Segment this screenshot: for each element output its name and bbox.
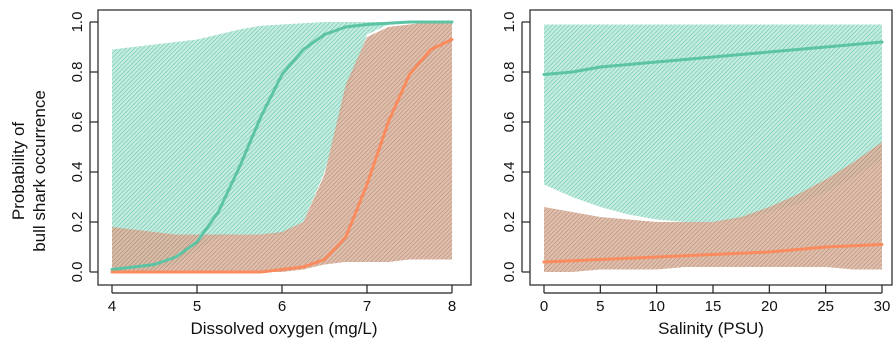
x-tick-label: 20 xyxy=(761,298,778,315)
y-tick-label: 0.8 xyxy=(69,62,86,83)
x-tick-label: 4 xyxy=(108,298,116,315)
y-tick-label: 0.6 xyxy=(501,112,518,133)
x-tick-label: 8 xyxy=(448,298,456,315)
x-axis-title: Salinity (PSU) xyxy=(658,319,764,338)
orange-confidence-band xyxy=(112,22,452,272)
y-tick-label: 0.0 xyxy=(501,262,518,283)
x-tick-label: 25 xyxy=(817,298,834,315)
salinity-panel: 0 5 10 15 20 25 30 0.0 0.2 0.4 0.6 0.8 1.0 Salinity… xyxy=(501,9,893,338)
x-tick-label: 15 xyxy=(705,298,722,315)
orange-fitted-line xyxy=(542,243,884,264)
confidence-bands xyxy=(544,24,882,272)
y-tick-label: 0.4 xyxy=(69,162,86,183)
x-tick-label: 6 xyxy=(278,298,286,315)
dissolved-oxygen-panel: 4 5 6 7 8 0.0 0.2 0.4 0.6 0.8 1.0 Dissolved oxyge… xyxy=(69,9,472,338)
y-tick-label: 0.4 xyxy=(501,162,518,183)
y-tick-label: 1.0 xyxy=(501,12,518,33)
teal-confidence-band xyxy=(112,22,452,272)
fitted-lines xyxy=(542,40,884,264)
y-tick-label: 0.2 xyxy=(69,212,86,233)
x-tick-label: 5 xyxy=(193,298,201,315)
x-tick-label: 7 xyxy=(363,298,371,315)
y-axis-title-line-2: bull shark occurrence xyxy=(30,90,49,252)
y-axis: 0.0 0.2 0.4 0.6 0.8 1.0 xyxy=(69,12,98,283)
plot-frame xyxy=(97,9,472,286)
orange-confidence-band xyxy=(544,142,882,272)
confidence-bands xyxy=(112,22,452,272)
orange-fitted-line xyxy=(110,38,454,274)
x-axis-title: Dissolved oxygen (mg/L) xyxy=(190,319,377,338)
teal-fitted-line xyxy=(542,40,884,76)
x-tick-label: 0 xyxy=(540,298,548,315)
y-tick-label: 0.0 xyxy=(69,262,86,283)
y-tick-label: 0.6 xyxy=(69,112,86,133)
y-tick-label: 1.0 xyxy=(69,12,86,33)
x-tick-label: 5 xyxy=(596,298,604,315)
y-tick-label: 0.2 xyxy=(501,212,518,233)
fitted-lines xyxy=(110,20,454,274)
teal-confidence-band xyxy=(544,24,882,222)
y-axis-title-line-1: Probability of xyxy=(9,122,28,221)
x-tick-label: 30 xyxy=(874,298,891,315)
y-axis: 0.0 0.2 0.4 0.6 0.8 1.0 xyxy=(501,12,530,283)
x-axis: 4 5 6 7 8 xyxy=(108,285,456,315)
teal-fitted-line xyxy=(110,20,454,271)
plot-frame xyxy=(529,9,893,286)
y-tick-label: 0.8 xyxy=(501,62,518,83)
x-axis: 0 5 10 15 20 25 30 xyxy=(540,285,891,315)
x-tick-label: 10 xyxy=(648,298,665,315)
